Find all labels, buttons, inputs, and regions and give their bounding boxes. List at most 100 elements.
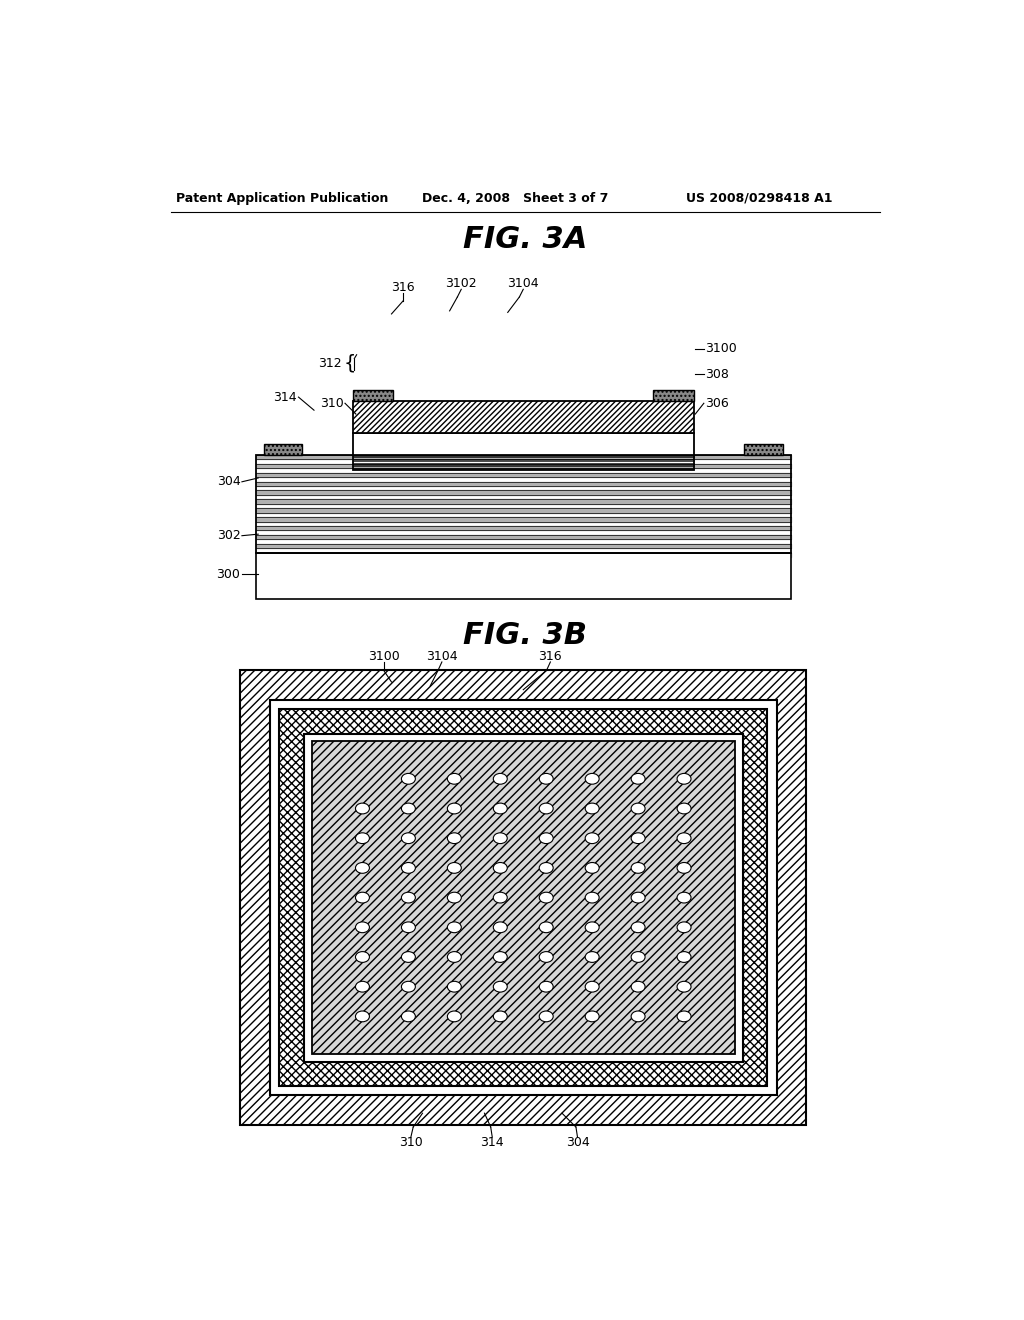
Text: 3104: 3104 (508, 277, 539, 290)
Text: {: { (343, 354, 355, 372)
Ellipse shape (401, 862, 416, 874)
Ellipse shape (401, 921, 416, 933)
Ellipse shape (494, 1011, 507, 1022)
Ellipse shape (447, 952, 461, 962)
Text: 3100: 3100 (706, 342, 737, 355)
Ellipse shape (585, 921, 599, 933)
Ellipse shape (355, 862, 370, 874)
Text: 304: 304 (565, 1137, 590, 1148)
Ellipse shape (585, 981, 599, 993)
Ellipse shape (540, 774, 553, 784)
Ellipse shape (677, 892, 691, 903)
Ellipse shape (401, 981, 416, 993)
Text: 3102: 3102 (445, 277, 477, 290)
Bar (304, 734, 742, 1061)
Ellipse shape (355, 921, 370, 933)
Ellipse shape (355, 803, 370, 814)
Text: FIG. 3A: FIG. 3A (463, 224, 587, 253)
Ellipse shape (631, 862, 645, 874)
Ellipse shape (631, 981, 645, 993)
Ellipse shape (401, 803, 416, 814)
Ellipse shape (494, 981, 507, 993)
Ellipse shape (355, 952, 370, 962)
Ellipse shape (540, 921, 553, 933)
Ellipse shape (494, 803, 507, 814)
Ellipse shape (631, 774, 645, 784)
Text: 310: 310 (399, 1137, 423, 1148)
Ellipse shape (494, 862, 507, 874)
Ellipse shape (540, 833, 553, 843)
Ellipse shape (585, 952, 599, 962)
Bar (352, 401, 693, 433)
Text: 316: 316 (539, 649, 562, 663)
Ellipse shape (585, 774, 599, 784)
Ellipse shape (494, 952, 507, 962)
Ellipse shape (447, 921, 461, 933)
Ellipse shape (677, 921, 691, 933)
Text: 304: 304 (217, 475, 241, 488)
Ellipse shape (447, 774, 461, 784)
Ellipse shape (677, 774, 691, 784)
Text: Dec. 4, 2008   Sheet 3 of 7: Dec. 4, 2008 Sheet 3 of 7 (423, 191, 609, 205)
Ellipse shape (585, 892, 599, 903)
Text: 312: 312 (318, 356, 342, 370)
Bar (352, 433, 693, 455)
Ellipse shape (494, 774, 507, 784)
Ellipse shape (540, 952, 553, 962)
Ellipse shape (401, 1011, 416, 1022)
Bar (653, 391, 693, 401)
Text: FIG. 3B: FIG. 3B (463, 622, 587, 651)
Ellipse shape (355, 981, 370, 993)
Bar (311, 742, 735, 1053)
Text: 302: 302 (217, 529, 241, 543)
Ellipse shape (494, 892, 507, 903)
Ellipse shape (494, 921, 507, 933)
Ellipse shape (677, 1011, 691, 1022)
Ellipse shape (540, 892, 553, 903)
Ellipse shape (447, 803, 461, 814)
Text: 310: 310 (319, 397, 343, 409)
Bar (241, 671, 806, 1125)
Ellipse shape (447, 1011, 461, 1022)
Ellipse shape (447, 862, 461, 874)
Ellipse shape (631, 952, 645, 962)
Bar (270, 700, 776, 1096)
Ellipse shape (677, 952, 691, 962)
Ellipse shape (540, 981, 553, 993)
Text: 306: 306 (706, 397, 729, 409)
Ellipse shape (447, 981, 461, 993)
Text: 316: 316 (391, 281, 415, 294)
Bar (263, 444, 302, 455)
Ellipse shape (401, 892, 416, 903)
Ellipse shape (585, 1011, 599, 1022)
Ellipse shape (494, 833, 507, 843)
Ellipse shape (585, 803, 599, 814)
Ellipse shape (540, 1011, 553, 1022)
Bar (256, 553, 791, 599)
Ellipse shape (447, 833, 461, 843)
Bar (744, 444, 783, 455)
Ellipse shape (355, 833, 370, 843)
Text: Patent Application Publication: Patent Application Publication (176, 191, 388, 205)
Ellipse shape (585, 833, 599, 843)
Ellipse shape (631, 892, 645, 903)
Ellipse shape (677, 803, 691, 814)
Text: 314: 314 (273, 391, 297, 404)
Bar (352, 455, 693, 470)
Ellipse shape (677, 833, 691, 843)
Ellipse shape (631, 803, 645, 814)
Ellipse shape (677, 862, 691, 874)
Text: 3100: 3100 (368, 649, 399, 663)
Ellipse shape (677, 981, 691, 993)
Bar (256, 455, 791, 553)
Bar (280, 709, 767, 1086)
Text: 308: 308 (706, 367, 729, 380)
Ellipse shape (585, 862, 599, 874)
Ellipse shape (355, 1011, 370, 1022)
Text: 3104: 3104 (426, 649, 458, 663)
Ellipse shape (540, 803, 553, 814)
Text: US 2008/0298418 A1: US 2008/0298418 A1 (686, 191, 833, 205)
Ellipse shape (401, 952, 416, 962)
Ellipse shape (401, 774, 416, 784)
Text: 314: 314 (480, 1137, 504, 1148)
